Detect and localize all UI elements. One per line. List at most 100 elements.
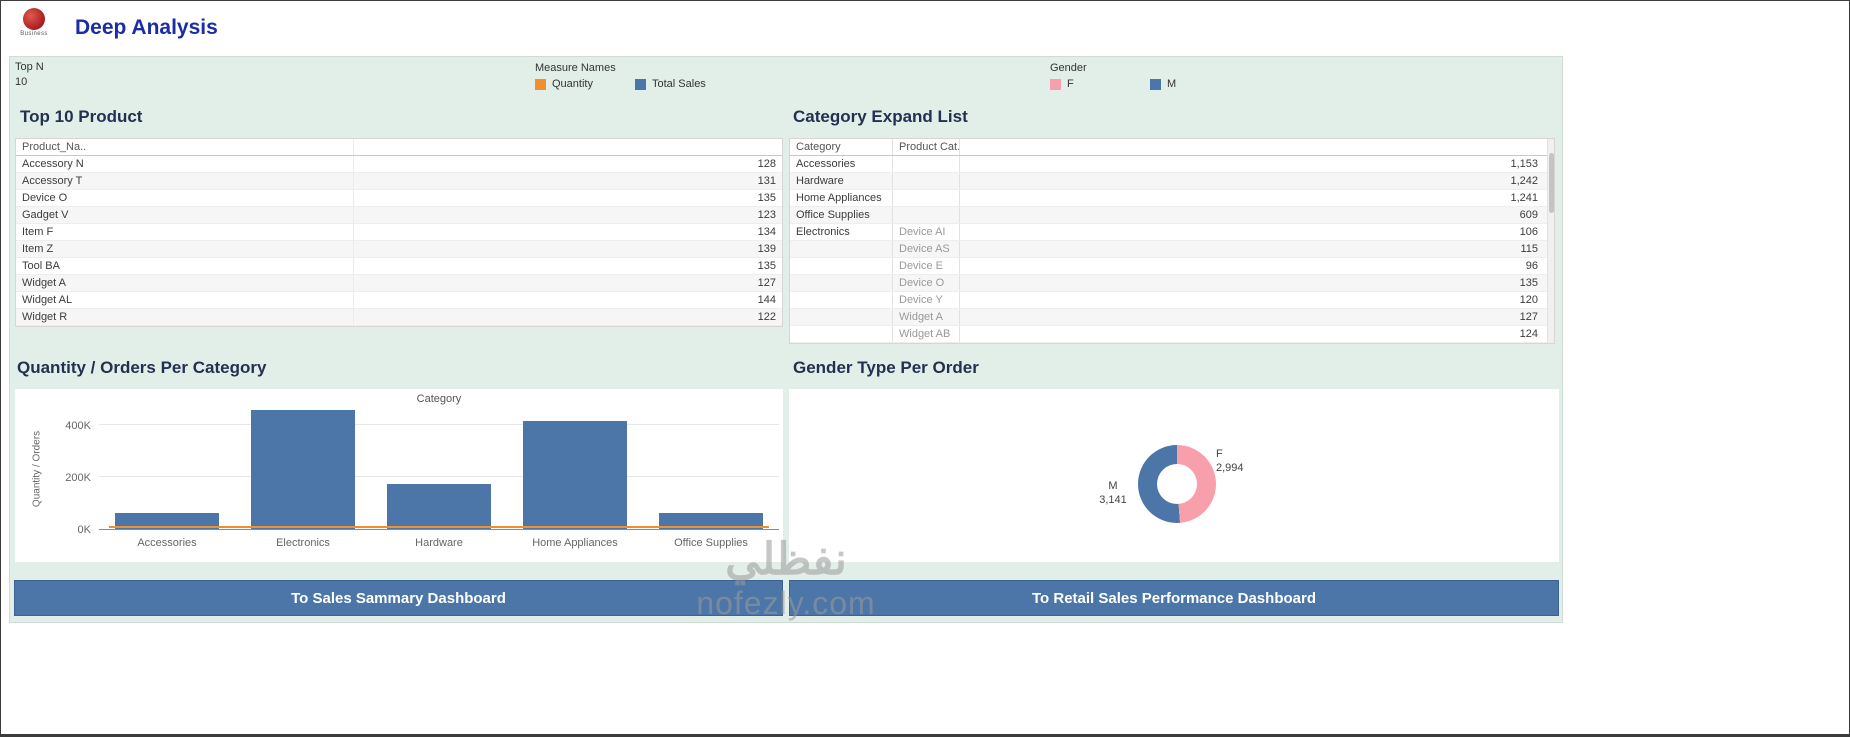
value-cell: 124 <box>1519 328 1538 340</box>
gender-label: Gender <box>1050 62 1087 74</box>
category-cell: Accessories <box>790 156 893 172</box>
scrollbar-thumb[interactable] <box>1549 153 1554 213</box>
x-axis-title: Category <box>416 393 462 405</box>
male-slice-label: M <box>1108 480 1118 492</box>
male-slice-value: 3,141 <box>1099 494 1127 506</box>
gender-legend-items: F M <box>1050 78 1250 90</box>
table-row[interactable]: Gadget V 123 <box>16 207 782 224</box>
measure-legend-items: Quantity Total Sales <box>535 78 735 90</box>
category-cell <box>790 326 893 342</box>
product-value-cell: 123 <box>757 209 776 221</box>
y-tick-label: 0K <box>77 524 91 536</box>
table-row[interactable]: Accessory N 128 <box>16 156 782 173</box>
column-header-product-cat[interactable]: Product Cat.. <box>893 139 960 155</box>
x-tick-label: Accessories <box>137 537 197 549</box>
table-row[interactable]: Device AS 115 <box>790 241 1554 258</box>
product-name-cell: Device O <box>16 190 354 206</box>
quantity-swatch-icon <box>535 78 546 90</box>
category-cell: Hardware <box>790 173 893 189</box>
table-row[interactable]: Widget A 127 <box>790 309 1554 326</box>
value-cell: 609 <box>1519 209 1538 221</box>
legend-label: M <box>1167 78 1177 90</box>
column-header-category[interactable]: Category <box>790 139 893 155</box>
category-title: Category Expand List <box>793 107 968 126</box>
business-logo-icon <box>23 8 45 30</box>
donut-label-male: M 3,141 <box>1083 479 1143 507</box>
bar-xlabels: Accessories Electronics Hardware Home Appli… <box>99 537 779 549</box>
gridline <box>99 476 779 477</box>
bar-accessories[interactable] <box>115 513 219 529</box>
product-name-cell: Item Z <box>16 241 354 257</box>
table-row[interactable]: Office Supplies 609 <box>790 207 1554 224</box>
table-row[interactable]: Device Y 120 <box>790 292 1554 309</box>
legend-item-total-sales[interactable]: Total Sales <box>635 78 735 90</box>
table-row[interactable]: Accessories 1,153 <box>790 156 1554 173</box>
sales-summary-button[interactable]: To Sales Sammary Dashboard <box>14 580 783 616</box>
male-swatch-icon <box>1150 78 1161 90</box>
table-row[interactable]: Device O 135 <box>16 190 782 207</box>
dashboard-area: Top N 10 Measure Names Quantity Total Sa… <box>9 56 1563 623</box>
business-logo-text: Business <box>20 31 48 37</box>
donut-label-female: F 2,994 <box>1216 447 1244 475</box>
x-tick-label: Home Appliances <box>532 537 618 549</box>
top-n-parameter: Top N 10 <box>15 61 44 88</box>
category-cell: Office Supplies <box>790 207 893 223</box>
bar-home-appliances[interactable] <box>523 421 627 529</box>
value-cell: 1,153 <box>1510 158 1538 170</box>
table-row[interactable]: Widget R 122 <box>16 309 782 326</box>
legend-label: Quantity <box>552 78 593 90</box>
y-tick-label: 400K <box>65 420 91 432</box>
table-row[interactable]: Widget AL 144 <box>16 292 782 309</box>
top10-table-body: Accessory N 128 Accessory T 131 Device O 135 G… <box>16 156 782 326</box>
value-cell: 127 <box>1519 311 1538 323</box>
product-value-cell: 122 <box>757 311 776 323</box>
donut-hole <box>1157 464 1197 504</box>
table-row[interactable]: Tool BA 135 <box>16 258 782 275</box>
product-name-cell: Widget A <box>16 275 354 291</box>
retail-performance-button[interactable]: To Retail Sales Performance Dashboard <box>789 580 1559 616</box>
legend-item-male[interactable]: M <box>1150 78 1250 90</box>
legend-item-quantity[interactable]: Quantity <box>535 78 635 90</box>
donut-chart-panel: F 2,994 M 3,141 <box>789 389 1559 562</box>
top10-title: Top 10 Product <box>20 107 143 126</box>
bar-slot <box>99 406 235 529</box>
legend-label: Total Sales <box>652 78 706 90</box>
donut-chart[interactable] <box>1138 445 1216 523</box>
quantity-line-series[interactable] <box>109 526 769 528</box>
y-axis-title: Quantity / Orders <box>31 430 43 508</box>
table-row[interactable]: Widget A 127 <box>16 275 782 292</box>
bar-slot <box>235 406 371 529</box>
top-n-label: Top N <box>15 61 44 73</box>
table-row[interactable]: Hardware 1,242 <box>790 173 1554 190</box>
vertical-scrollbar[interactable] <box>1547 139 1554 343</box>
legend-item-female[interactable]: F <box>1050 78 1150 90</box>
category-table-body: Accessories 1,153 Hardware 1,242 Home Applia… <box>790 156 1554 343</box>
top10-header-row[interactable]: Product_Na.. <box>16 139 782 156</box>
table-row[interactable]: Item F 134 <box>16 224 782 241</box>
bar-office-supplies[interactable] <box>659 513 763 529</box>
table-row[interactable]: Device E 96 <box>790 258 1554 275</box>
table-row[interactable]: Accessory T 131 <box>16 173 782 190</box>
product-cat-cell: Device Y <box>893 292 960 308</box>
category-cell: Home Appliances <box>790 190 893 206</box>
table-row[interactable]: Home Appliances 1,241 <box>790 190 1554 207</box>
value-cell: 120 <box>1519 294 1538 306</box>
table-row[interactable]: Widget AB 124 <box>790 326 1554 343</box>
table-row[interactable]: Device O 135 <box>790 275 1554 292</box>
bar-electronics[interactable] <box>251 410 355 529</box>
category-cell <box>790 309 893 325</box>
product-name-cell: Accessory N <box>16 156 354 172</box>
bar-slot <box>371 406 507 529</box>
table-row[interactable]: Item Z 139 <box>16 241 782 258</box>
value-cell: 106 <box>1519 226 1538 238</box>
column-header-product-name[interactable]: Product_Na.. <box>16 139 354 155</box>
category-cell <box>790 241 893 257</box>
category-header-row[interactable]: Category Product Cat.. <box>790 139 1554 156</box>
product-cat-cell: Device E <box>893 258 960 274</box>
bar-hardware[interactable] <box>387 484 491 529</box>
top-n-value[interactable]: 10 <box>15 76 28 88</box>
total-sales-swatch-icon <box>635 78 646 90</box>
product-cat-cell <box>893 190 960 206</box>
value-cell: 96 <box>1525 260 1538 272</box>
table-row[interactable]: Electronics Device AI 106 <box>790 224 1554 241</box>
